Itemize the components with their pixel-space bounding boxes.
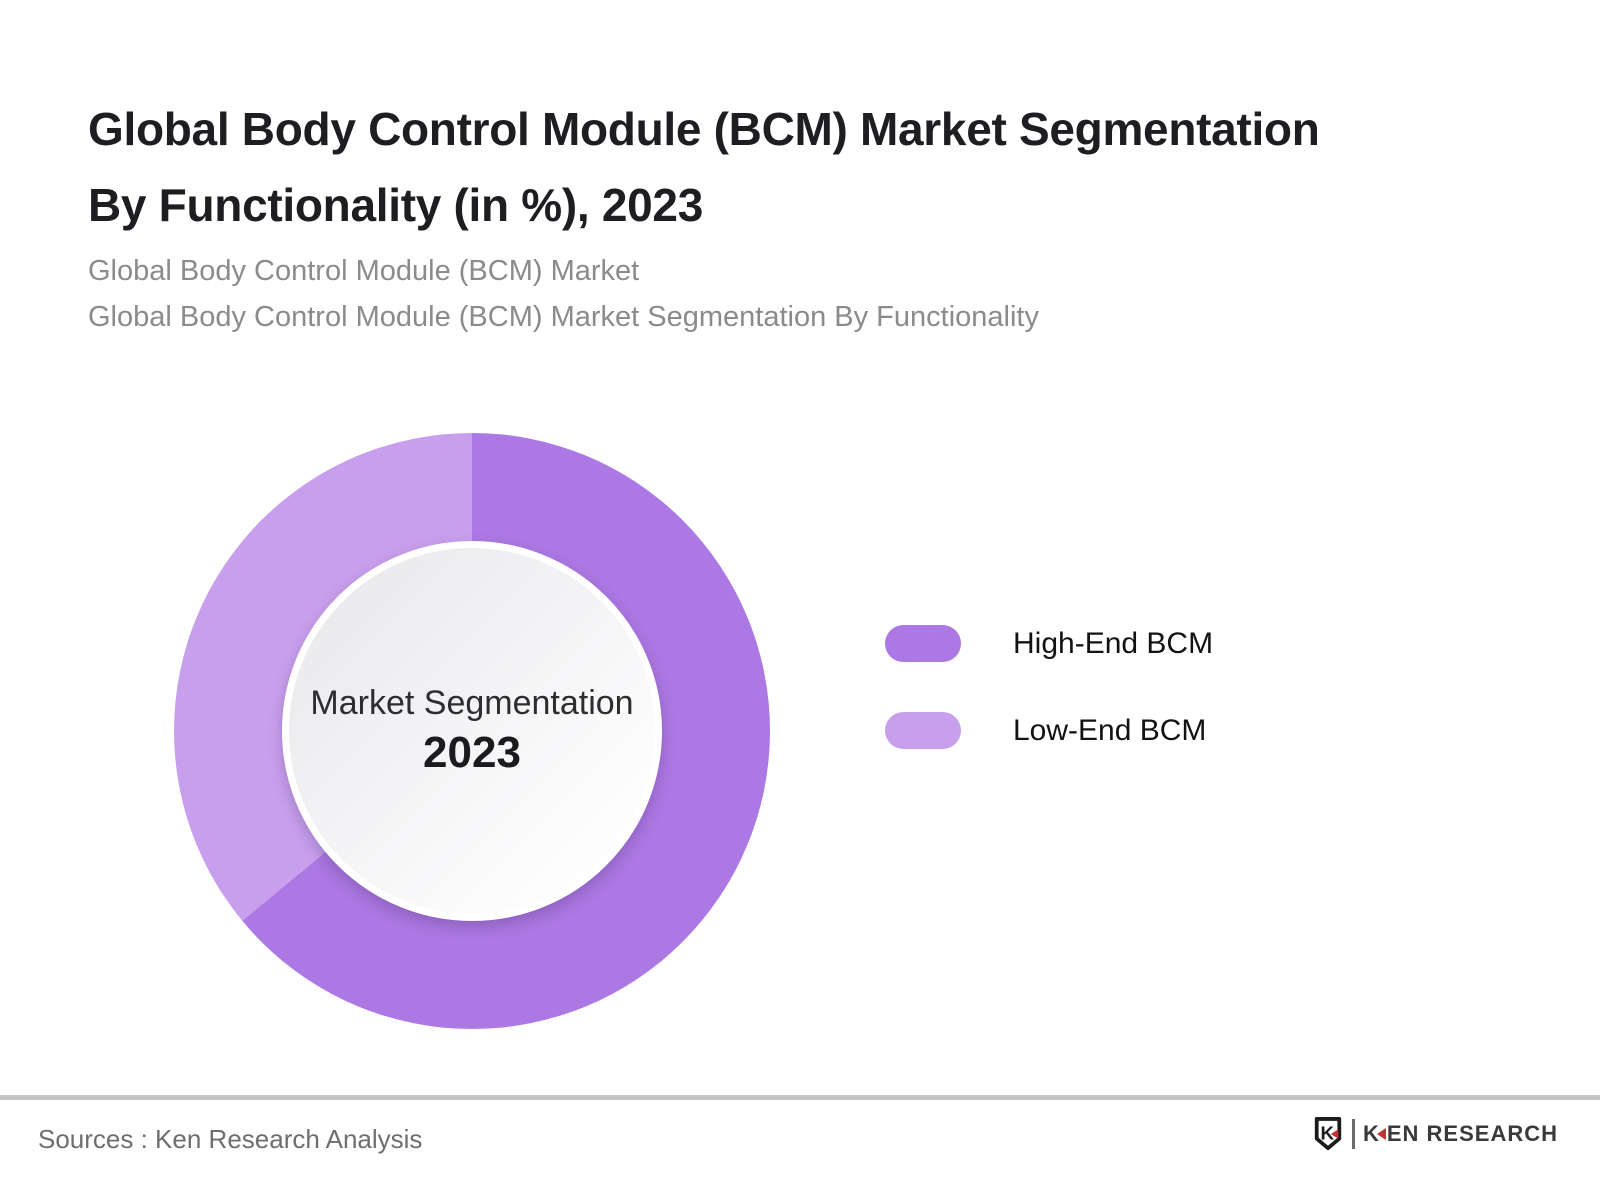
page-title-line-2: By Functionality (in %), 2023 bbox=[88, 178, 703, 231]
logo-separator bbox=[1351, 1119, 1355, 1149]
page-title: Global Body Control Module (BCM) Market … bbox=[88, 91, 1538, 243]
legend-label-high-end: High-End BCM bbox=[1013, 627, 1214, 660]
donut-center-year: 2023 bbox=[423, 728, 521, 777]
donut-chart: Market Segmentation 2023 bbox=[174, 433, 770, 1029]
footer-divider bbox=[0, 1095, 1600, 1100]
ken-research-logo: K K EN RESEARCH bbox=[1312, 1116, 1558, 1152]
legend-item-low-end: Low-End BCM bbox=[885, 712, 1213, 749]
logo-text-rest: EN RESEARCH bbox=[1386, 1121, 1558, 1146]
logo-text-red-triangle bbox=[1376, 1128, 1386, 1140]
logo-text: K EN RESEARCH bbox=[1363, 1121, 1558, 1147]
donut-center-label: Market Segmentation bbox=[310, 684, 634, 722]
page-title-line-1: Global Body Control Module (BCM) Market … bbox=[88, 102, 1320, 155]
legend-item-high-end: High-End BCM bbox=[885, 625, 1213, 662]
legend-label-low-end: Low-End BCM bbox=[1013, 714, 1207, 747]
logo-icon-red-triangle bbox=[1330, 1129, 1339, 1139]
logo-icon-letter: K bbox=[1320, 1123, 1334, 1144]
source-text: Sources : Ken Research Analysis bbox=[38, 1124, 423, 1154]
legend-swatch-low-end bbox=[885, 712, 961, 749]
subtitle-line-1: Global Body Control Module (BCM) Market bbox=[88, 255, 640, 287]
subtitle-line-2: Global Body Control Module (BCM) Market … bbox=[88, 301, 1039, 333]
subtitle-block: Global Body Control Module (BCM) Market … bbox=[88, 248, 1538, 340]
legend: High-End BCM Low-End BCM bbox=[885, 625, 1213, 749]
ken-research-logo-icon: K bbox=[1314, 1117, 1342, 1150]
donut-center: Market Segmentation 2023 bbox=[282, 541, 662, 921]
legend-swatch-high-end bbox=[885, 625, 961, 662]
logo-text-k: K bbox=[1362, 1121, 1380, 1146]
